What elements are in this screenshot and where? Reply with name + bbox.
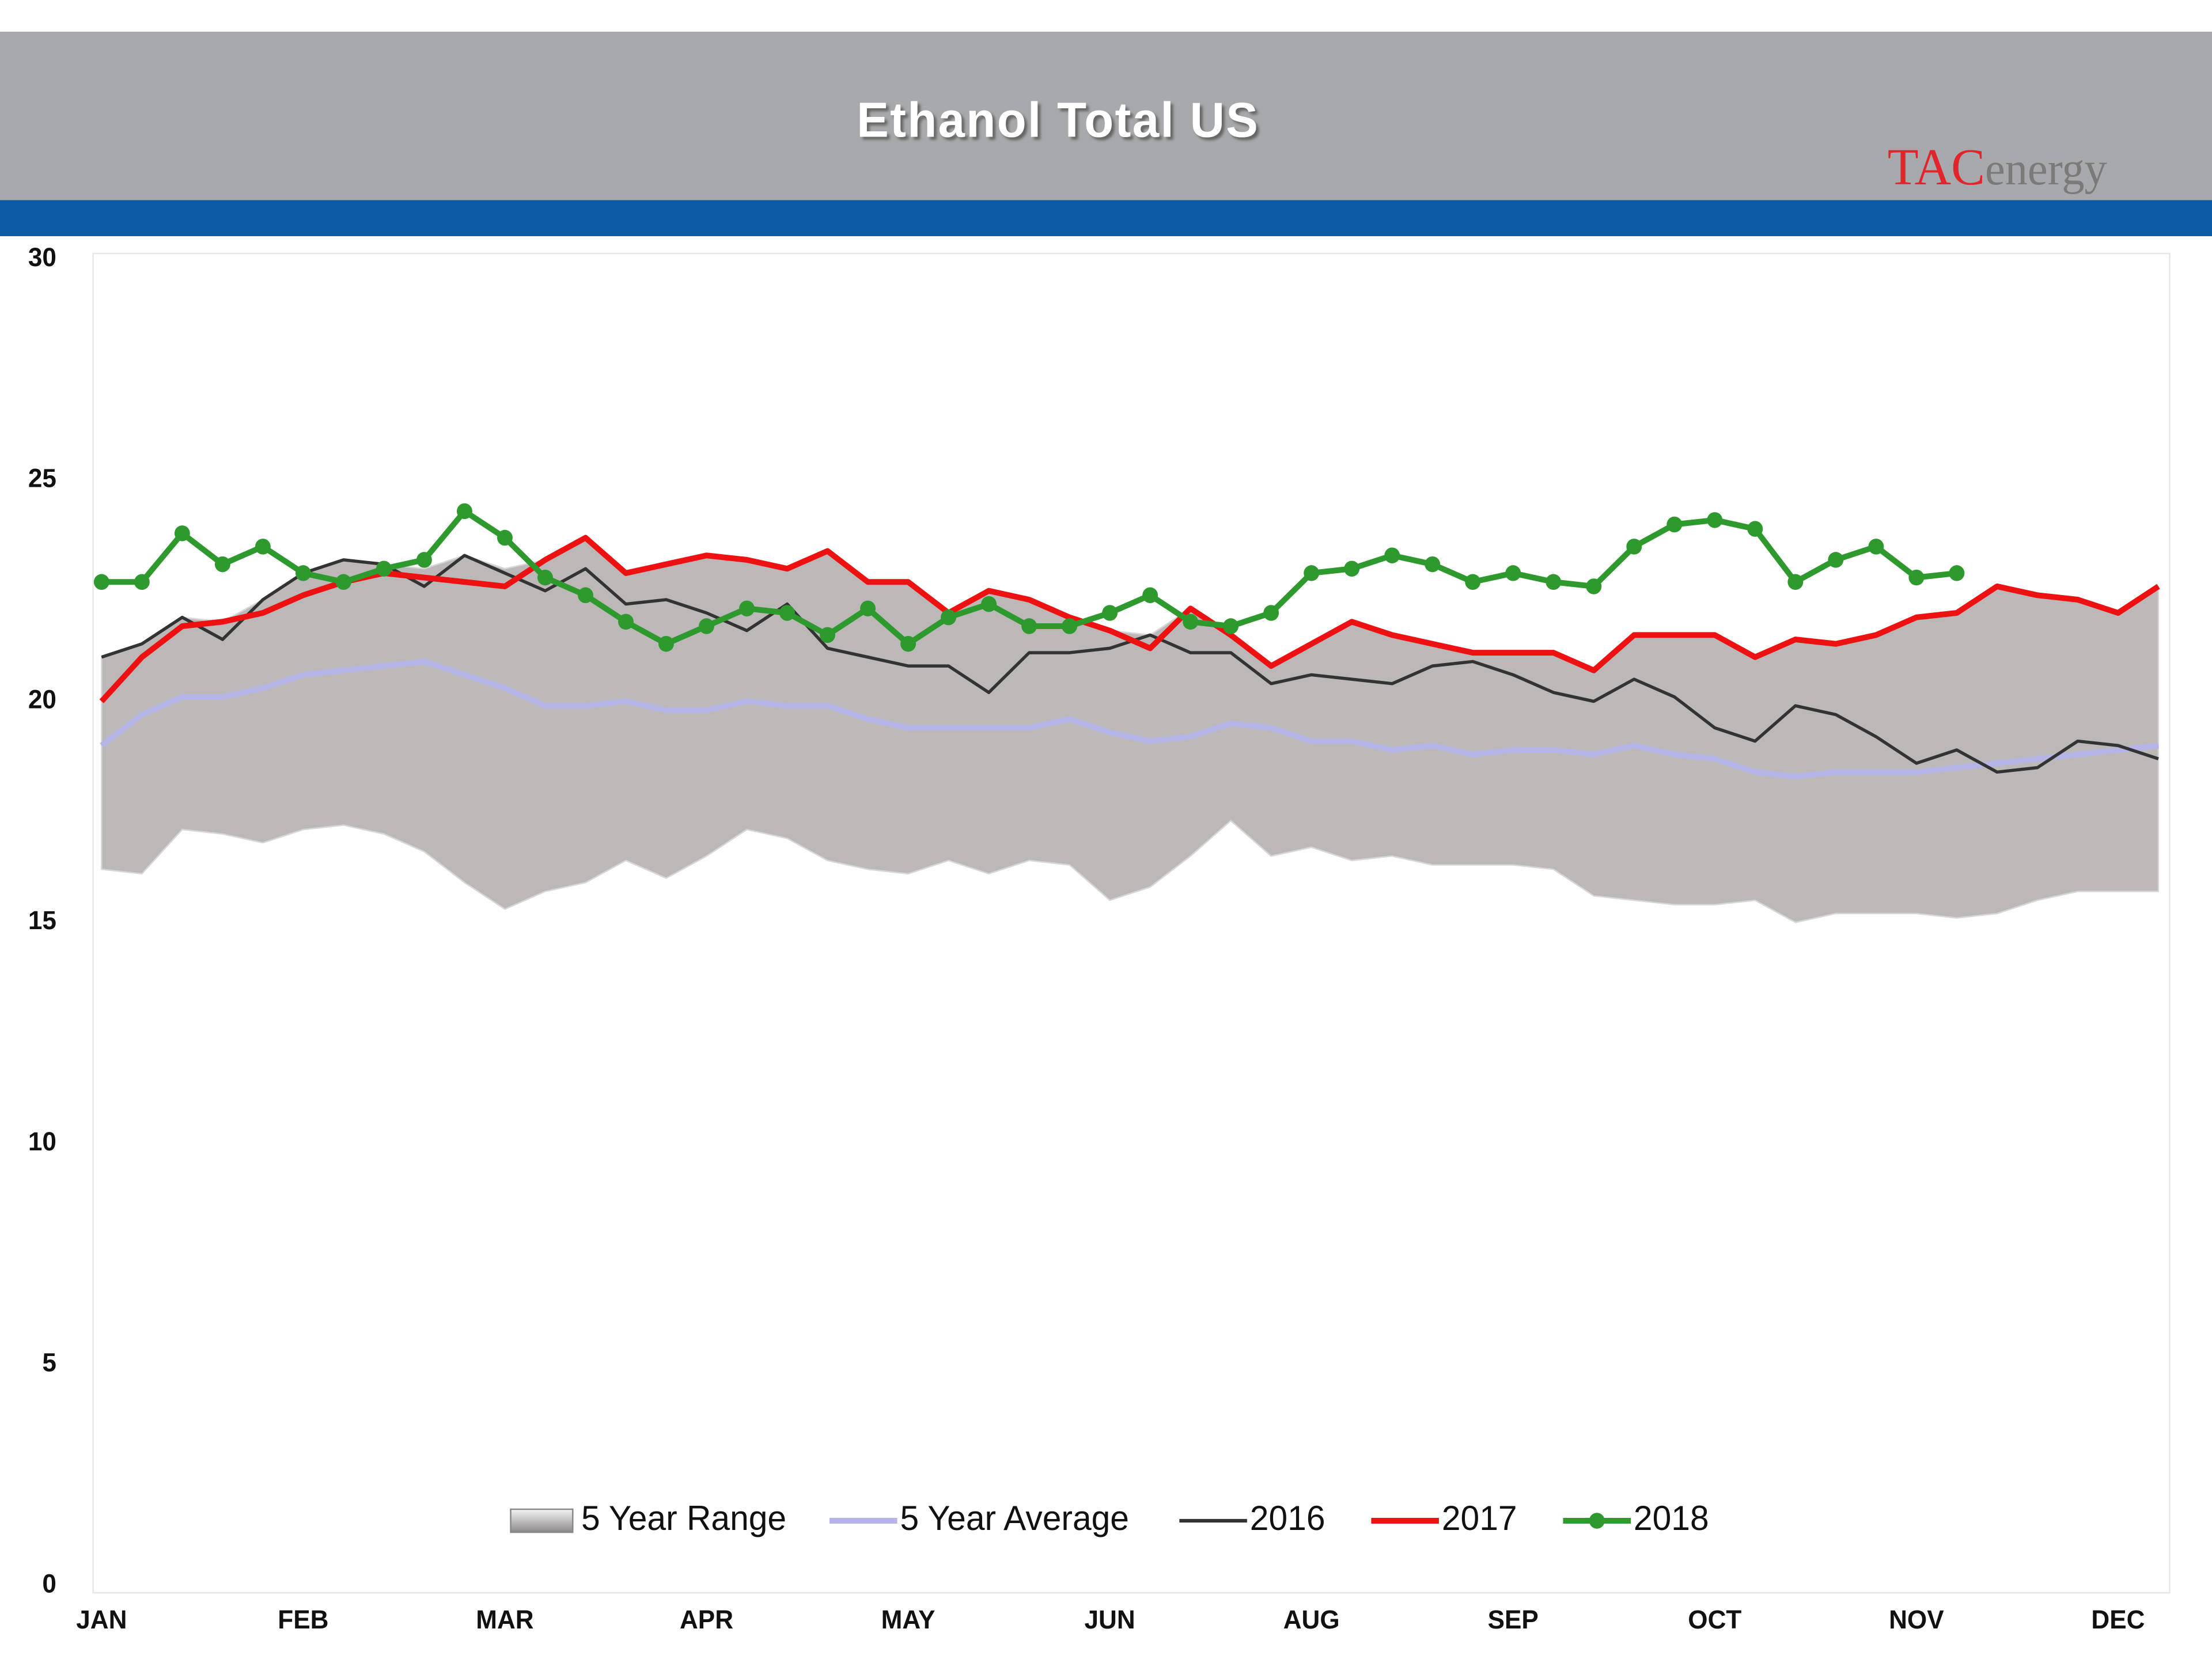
series-marker [1263,605,1279,621]
series-marker [1586,578,1602,594]
series-marker [335,574,351,590]
series-marker [1304,565,1320,581]
y-tick-label: 25 [28,464,56,493]
series-marker [1465,574,1481,590]
series-marker [1425,556,1441,573]
series-line [99,535,2160,703]
x-tick-label: DEC [2091,1605,2145,1634]
series-marker [1828,552,1844,568]
y-tick-label: 5 [42,1349,56,1377]
series-marker [1908,569,1925,586]
x-tick-label: NOV [1889,1605,1944,1634]
series-marker [416,552,432,568]
logo-gray: energy [1985,143,2107,195]
y-tick-label: 15 [28,907,56,935]
series-marker [900,635,916,652]
series-marker [981,596,997,612]
x-tick-label: MAY [881,1605,935,1634]
series-marker [739,600,755,617]
series-marker [860,600,876,617]
series-marker [820,627,836,643]
series-marker [618,613,634,630]
x-tick-label: JUN [1085,1605,1135,1634]
x-tick-label: SEP [1488,1605,1539,1634]
legend-marker [1589,1513,1605,1529]
series-marker [941,609,957,626]
y-tick-label: 30 [28,243,56,272]
series-marker [456,503,472,520]
series-marker [1062,618,1078,634]
x-tick-label: AUG [1283,1605,1340,1634]
series-marker [1223,618,1239,634]
legend-label: 5 Year Range [581,1498,786,1537]
series-marker [134,574,150,590]
series-marker [295,565,311,581]
series-marker [1747,521,1763,537]
logo-red: TAC [1888,139,1985,196]
series-marker [1384,547,1400,563]
series-marker [1707,512,1723,528]
series-marker [1142,587,1158,604]
y-tick-label: 0 [42,1570,56,1599]
x-tick-label: FEB [278,1605,328,1634]
chart-title: Ethanol Total US [857,93,1259,147]
series-marker [699,618,714,634]
series-marker [214,556,230,573]
series-marker [1546,574,1562,590]
series-marker [255,539,271,555]
legend-label: 2017 [1442,1498,1517,1537]
x-tick-label: MAR [476,1605,533,1634]
series-marker [537,569,553,586]
series-marker [658,635,674,652]
y-tick-label: 20 [28,685,56,714]
legend-label: 2018 [1634,1498,1709,1537]
logo: TACenergy [1888,139,2107,196]
y-tick-label: 10 [28,1127,56,1156]
legend-label: 2016 [1250,1498,1325,1537]
series-marker [1868,539,1884,555]
series-marker [1949,565,1965,581]
x-tick-label: APR [680,1605,733,1634]
series-marker [1666,516,1683,533]
series-marker [1102,605,1118,621]
series-marker [376,560,392,577]
series-marker [1787,574,1804,590]
series-marker [174,525,190,541]
series-marker [497,529,513,546]
series-marker [578,587,593,604]
legend-swatch [510,1508,574,1533]
series-marker [779,605,795,621]
plot-area [92,252,2171,1594]
series-marker [1626,539,1642,555]
header-stripe [0,200,2212,236]
x-tick-label: JAN [76,1605,127,1634]
legend-label: 5 Year Average [900,1498,1129,1537]
header-band [0,32,2212,200]
series-marker [1021,618,1037,634]
series-marker [1183,613,1199,630]
series-line [100,658,2159,779]
series-marker [1344,560,1360,577]
x-tick-label: OCT [1688,1605,1741,1634]
series-marker [1505,565,1521,581]
series-marker [93,574,109,590]
